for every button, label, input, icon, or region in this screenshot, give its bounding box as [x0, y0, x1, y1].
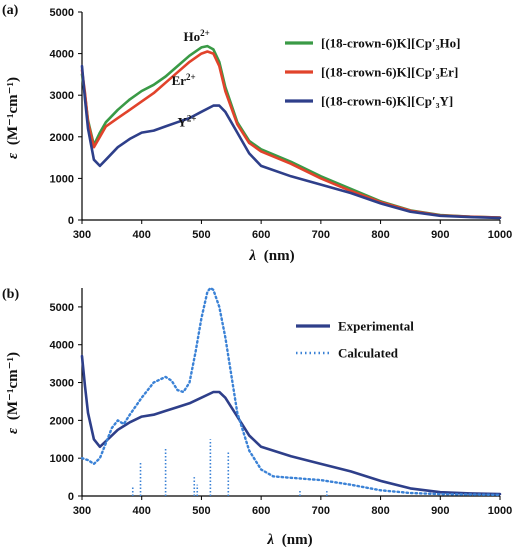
panel-a-x-axis-title: λ (nm): [248, 248, 294, 264]
panel-a-legend-label: [(18-crown-6)K][Cp′₃Er]: [321, 65, 458, 80]
panel-b-y-tick-label: 3000: [50, 378, 74, 390]
panel-a-y-axis-symbol: ε: [5, 152, 21, 159]
panel-a-x-tick-label: 900: [431, 229, 449, 241]
annotation-main-text: Y: [178, 114, 188, 129]
panel-a-x-axis-symbol: λ: [248, 248, 256, 264]
panel-b-x-tick-label: 900: [431, 505, 449, 517]
panel-a-annotation: Er2+: [172, 72, 196, 88]
annotation-superscript: 2+: [186, 72, 196, 82]
panel-b-x-tick-label: 800: [371, 505, 389, 517]
panel-b-axes: [81, 288, 500, 497]
panel-a-series-line: [80, 44, 502, 219]
panel-a-x-tick-label: 800: [371, 229, 389, 241]
panel-a-x-tick-label: 700: [312, 229, 330, 241]
panel-b-x-tick-label: 1000: [488, 505, 512, 517]
panel-a-y-axis-title: ε (M⁻¹cm⁻¹): [5, 77, 21, 159]
panel-a-y-tick-label: 3000: [50, 90, 74, 102]
panel-b-legend-label: Calculated: [338, 346, 399, 361]
panel-b-x-tick-label: 300: [73, 505, 91, 517]
panel-a-x-tick-label: 400: [133, 229, 151, 241]
panel-b-legend: Experimental Calculated: [296, 319, 414, 361]
panel-a-series-line: [80, 64, 502, 220]
panel-b-x-axis-title: λ (nm): [266, 532, 312, 547]
panel-a-y-tick-label: 1000: [50, 173, 74, 185]
panel-b-series-line: [80, 286, 502, 497]
panel-b-x-axis-symbol: λ: [266, 532, 274, 547]
panel-a: (a) 300 400 500 600 700 800 900 100001000200030…: [2, 3, 512, 264]
annotation-main-text: Er: [172, 73, 187, 88]
panel-b-series-line: [80, 354, 502, 496]
panel-b-y-axis-unit: (M⁻¹cm⁻¹): [5, 352, 21, 420]
panel-b-x-tick-label: 400: [133, 505, 151, 517]
panel-a-annotation: Y2+: [178, 113, 197, 129]
panel-a-legend-label: [(18-crown-6)K][Cp′₃Y]: [321, 94, 453, 109]
panel-a-x-tick-label: 1000: [488, 229, 512, 241]
panel-b-sticks: [131, 439, 328, 496]
panel-b-series: [80, 286, 502, 497]
panel-a-x-tick-label: 600: [252, 229, 270, 241]
panel-a-annotations: Ho2+Er2+Y2+: [172, 28, 210, 129]
panel-b-label: (b): [2, 287, 19, 302]
annotation-superscript: 2+: [200, 28, 210, 38]
panel-a-series-line: [80, 50, 502, 219]
panel-a-y-tick-label: 4000: [50, 49, 74, 61]
annotation-superscript: 2+: [187, 113, 197, 123]
panel-a-axes: [81, 12, 500, 221]
panel-a-x-axis-unit: (nm): [264, 248, 295, 264]
panel-a-x-tick-label: 500: [192, 229, 210, 241]
panel-b: (b) 300 400 500 600 700 800 900 100001000200030…: [2, 286, 513, 547]
panel-b-y-tick-label: 5000: [50, 302, 74, 314]
panel-b-x-tick-label: 600: [252, 505, 270, 517]
panel-a-label: (a): [2, 3, 19, 18]
panel-a-annotation: Ho2+: [184, 28, 210, 44]
panel-a-series: [80, 44, 502, 220]
panel-a-x-tick-label: 300: [73, 229, 91, 241]
panel-b-ticks: 300 400 500 600 700 800 900 1000 0 1000 2000 3000 40…: [50, 302, 513, 517]
panel-b-x-tick-label: 700: [312, 505, 330, 517]
annotation-main-text: Ho: [184, 29, 201, 44]
panel-b-y-tick-label: 2000: [50, 415, 74, 427]
panel-b-y-tick-label: 1000: [50, 453, 74, 465]
panel-a-legend: [(18-crown-6)K][Cp′₃Ho] [(18-crown-6)K][C…: [285, 36, 460, 109]
panel-a-y-tick-label: 2000: [50, 132, 74, 144]
panel-b-y-tick-label: 4000: [50, 340, 74, 352]
panel-a-y-tick-label: 5000: [50, 7, 74, 19]
panel-a-legend-label: [(18-crown-6)K][Cp′₃Ho]: [321, 36, 460, 51]
panel-b-y-axis-title: ε (M⁻¹cm⁻¹): [5, 352, 21, 434]
panel-b-legend-label: Experimental: [338, 319, 414, 334]
panel-b-y-tick-label: 0: [68, 491, 74, 503]
panel-a-y-tick-label: 0: [68, 215, 74, 227]
panel-b-x-axis-unit: (nm): [282, 532, 313, 547]
panel-b-x-tick-label: 500: [192, 505, 210, 517]
panel-a-ticks: 300 400 500 600 700 800 900 1000 0 1000 2000 3000 40…: [50, 7, 513, 241]
panel-b-y-axis-symbol: ε: [5, 427, 21, 434]
panel-a-y-axis-unit: (M⁻¹cm⁻¹): [5, 77, 21, 145]
